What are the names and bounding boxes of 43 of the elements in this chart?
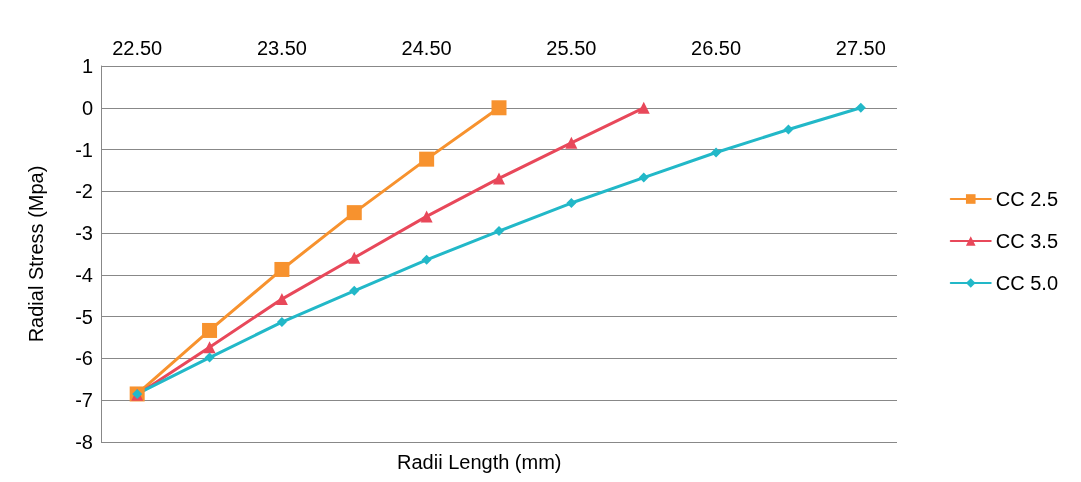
y-tick-label: -7 — [75, 389, 93, 412]
point — [493, 172, 505, 185]
point — [349, 285, 360, 296]
point — [276, 317, 287, 328]
point — [419, 151, 435, 167]
point — [711, 147, 722, 158]
point — [275, 293, 288, 306]
y-tick-label: 0 — [81, 96, 93, 119]
point — [565, 136, 578, 149]
y-tick-label: -4 — [75, 263, 93, 286]
point — [420, 210, 433, 223]
x-tick-label: 26.50 — [691, 37, 742, 59]
point — [566, 198, 577, 209]
point — [348, 251, 361, 264]
y-tick-label: -8 — [75, 431, 93, 453]
point — [202, 322, 218, 338]
y-tick-label: -6 — [75, 347, 93, 370]
y-tick-label: 1 — [81, 55, 93, 77]
legend-label: CC 2.5 — [995, 188, 1058, 210]
point — [421, 254, 432, 265]
x-tick-label: 27.50 — [835, 37, 886, 59]
point — [203, 341, 216, 354]
legend-label: CC 3.5 — [995, 230, 1058, 252]
x-tick-label: 24.50 — [401, 37, 452, 59]
x-tick-label: 25.50 — [546, 37, 597, 59]
y-axis-title: Radial Stress (Mpa) — [25, 165, 47, 343]
point — [638, 172, 649, 183]
y-tick-label: -2 — [75, 180, 93, 203]
point — [494, 226, 504, 237]
y-tick-label: -3 — [75, 222, 93, 245]
point — [491, 100, 507, 116]
point — [855, 102, 866, 113]
x-axis-title: Radii Length (mm) — [397, 451, 562, 473]
x-tick-label: 22.50 — [112, 37, 163, 59]
point — [346, 205, 362, 221]
point — [637, 101, 650, 114]
y-tick-label: -5 — [75, 305, 93, 328]
legend-label: CC 5.0 — [995, 272, 1058, 294]
point — [204, 352, 215, 363]
point — [274, 261, 290, 277]
point — [783, 124, 794, 135]
y-tick-label: -1 — [75, 138, 93, 161]
x-tick-label: 23.50 — [256, 37, 307, 59]
